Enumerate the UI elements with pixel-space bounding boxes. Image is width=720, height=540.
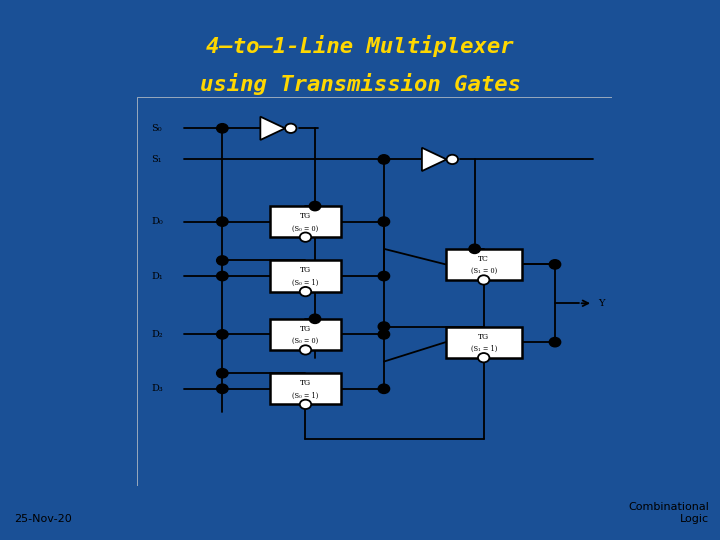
Circle shape [378, 272, 390, 281]
Circle shape [217, 272, 228, 281]
Text: (S₀ = 1): (S₀ = 1) [292, 392, 319, 400]
Circle shape [300, 345, 311, 355]
Text: 4–to–1-Line Multiplexer: 4–to–1-Line Multiplexer [206, 35, 514, 57]
Circle shape [310, 201, 320, 211]
Circle shape [446, 155, 458, 164]
Bar [446, 249, 522, 280]
Text: D₀: D₀ [151, 217, 163, 226]
Text: S₁: S₁ [151, 155, 162, 164]
Text: Combinational
Logic: Combinational Logic [629, 502, 709, 524]
Text: TG: TG [300, 379, 311, 387]
Circle shape [217, 369, 228, 378]
Circle shape [478, 275, 490, 285]
Circle shape [478, 353, 490, 362]
Circle shape [378, 322, 390, 331]
Circle shape [217, 124, 228, 133]
Text: TC: TC [478, 255, 489, 263]
Text: S₀: S₀ [151, 124, 162, 133]
Circle shape [378, 217, 390, 226]
Text: Y: Y [598, 299, 604, 308]
Circle shape [549, 338, 561, 347]
Circle shape [217, 256, 228, 265]
Text: TG: TG [300, 212, 311, 220]
Circle shape [378, 330, 390, 339]
Text: (S₀ = 1): (S₀ = 1) [292, 279, 319, 287]
Circle shape [300, 233, 311, 242]
Bar [270, 206, 341, 237]
Circle shape [217, 217, 228, 226]
Text: D₃: D₃ [151, 384, 163, 393]
Bar [446, 327, 522, 357]
Circle shape [300, 400, 311, 409]
Bar [270, 373, 341, 404]
Circle shape [378, 155, 390, 164]
Text: using Transmission Gates: using Transmission Gates [199, 73, 521, 94]
Text: D₂: D₂ [151, 330, 163, 339]
Text: (S₁ = 1): (S₁ = 1) [470, 345, 497, 353]
Circle shape [300, 287, 311, 296]
Text: (S₁ = 0): (S₁ = 0) [471, 267, 497, 275]
Text: 25-Nov-20: 25-Nov-20 [14, 514, 72, 524]
Circle shape [285, 124, 297, 133]
Circle shape [217, 330, 228, 339]
Circle shape [378, 384, 390, 394]
Text: D₁: D₁ [151, 272, 163, 281]
Text: (S₀ = 0): (S₀ = 0) [292, 337, 319, 345]
Circle shape [217, 384, 228, 394]
Circle shape [469, 244, 480, 253]
Bar [270, 260, 341, 292]
Text: TG: TG [478, 333, 490, 341]
Circle shape [549, 260, 561, 269]
Polygon shape [261, 117, 285, 140]
Bar [270, 319, 341, 350]
Text: TG: TG [300, 325, 311, 333]
Polygon shape [422, 148, 446, 171]
Circle shape [310, 314, 320, 323]
Text: TG: TG [300, 266, 311, 274]
Text: (S₀ = 0): (S₀ = 0) [292, 225, 319, 232]
